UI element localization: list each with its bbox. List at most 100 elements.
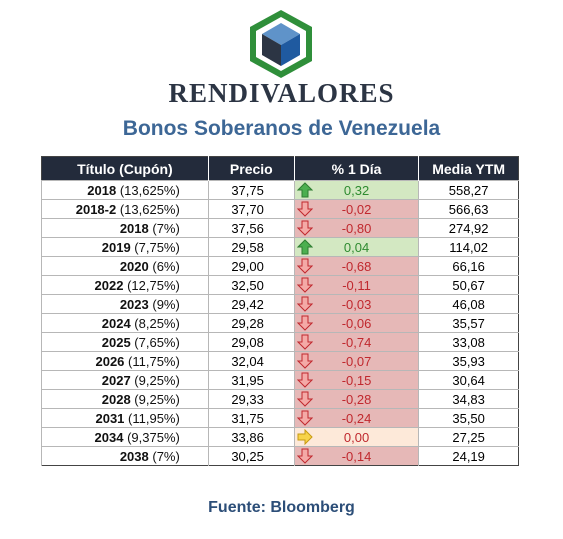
bond-title: 2019 (7,75%) [41, 237, 209, 257]
bond-change: 0,32 [343, 182, 370, 198]
bond-price: 32,50 [231, 277, 264, 293]
bond-title: 2028 (9,25%) [41, 389, 209, 409]
bond-year: 2025 [101, 334, 131, 350]
bond-year: 2034 [94, 429, 124, 445]
bond-year: 2023 [119, 296, 149, 312]
bond-title: 2025 (7,65%) [41, 332, 209, 352]
bond-change-cell: -0,07 [293, 351, 419, 371]
table-row: 2020 (6%) 29,00 -0,68 66,16 [41, 256, 519, 276]
bond-price: 37,70 [231, 201, 264, 217]
bond-ytm: 566,63 [418, 199, 519, 219]
bond-ytm: 66,16 [418, 256, 519, 276]
red-down-arrow-icon [296, 391, 314, 407]
green-up-arrow-icon [296, 239, 314, 255]
bond-title: 2018-2 (13,625%) [41, 199, 209, 219]
red-down-arrow-icon [296, 201, 314, 217]
bond-year: 2018 [87, 182, 117, 198]
bond-change: -0,14 [341, 448, 372, 464]
bond-title: 2034 (9,375%) [41, 427, 209, 447]
bond-change: -0,15 [341, 372, 372, 388]
bond-price: 31,75 [231, 410, 264, 426]
bond-title: 2023 (9%) [41, 294, 209, 314]
bond-year: 2038 [119, 448, 149, 464]
bond-title: 2018 (13,625%) [41, 180, 209, 200]
bond-change-cell: 0,04 [293, 237, 419, 257]
table-row: 2018-2 (13,625%) 37,70 -0,02 566,63 [41, 199, 519, 219]
bond-change: -0,06 [341, 315, 372, 331]
bond-change: -0,68 [341, 258, 372, 274]
bond-change-cell: -0,03 [293, 294, 419, 314]
red-down-arrow-icon [296, 448, 314, 464]
bond-change-cell: -0,06 [293, 313, 419, 333]
bond-coupon: (13,625%) [119, 201, 180, 217]
bond-change-cell: -0,02 [293, 199, 419, 219]
table-row: 2038 (7%) 30,25 -0,14 24,19 [41, 446, 519, 466]
bond-coupon: (7,65%) [134, 334, 180, 350]
bond-coupon: (12,75%) [127, 277, 180, 293]
bond-coupon: (11,95%) [128, 410, 180, 426]
bond-change-cell: -0,68 [293, 256, 419, 276]
table-row: 2027 (9,25%) 31,95 -0,15 30,64 [41, 370, 519, 390]
bond-change: -0,11 [342, 277, 371, 293]
bond-price: 31,95 [231, 372, 264, 388]
bond-price-cell: 37,75 [207, 180, 295, 200]
bond-ytm: 114,02 [418, 237, 519, 257]
bond-change: 0,00 [343, 429, 370, 445]
bond-price: 33,86 [231, 429, 264, 445]
bond-year: 2031 [95, 410, 125, 426]
bond-price-cell: 31,75 [207, 408, 295, 428]
header-ytm: Media YTM [418, 156, 519, 181]
bond-coupon: (9,25%) [134, 391, 180, 407]
bond-price-cell: 31,95 [207, 370, 295, 390]
bond-change-cell: -0,74 [293, 332, 419, 352]
bond-coupon: (9,25%) [134, 372, 180, 388]
bond-title: 2038 (7%) [41, 446, 209, 466]
bond-coupon: (6%) [152, 258, 180, 274]
bond-coupon: (8,25%) [134, 315, 180, 331]
table-row: 2019 (7,75%) 29,58 0,04 114,02 [41, 237, 519, 257]
bond-year: 2020 [119, 258, 149, 274]
bond-change: -0,03 [341, 296, 372, 312]
bond-ytm: 50,67 [418, 275, 519, 295]
bond-coupon: (13,625%) [119, 182, 180, 198]
bond-year: 2027 [101, 372, 131, 388]
bond-year: 2028 [101, 391, 131, 407]
rendivalores-logo-icon [250, 10, 312, 78]
bond-price-cell: 33,86 [207, 427, 295, 447]
bond-price: 29,28 [231, 315, 264, 331]
bond-year: 2024 [101, 315, 131, 331]
table-header-row: Título (Cupón) Precio % 1 Día Media YTM [41, 156, 519, 181]
bond-price-cell: 32,04 [207, 351, 295, 371]
red-down-arrow-icon [296, 296, 314, 312]
bond-price: 29,08 [231, 334, 264, 350]
table-row: 2026 (11,75%) 32,04 -0,07 35,93 [41, 351, 519, 371]
bond-ytm: 24,19 [418, 446, 519, 466]
yellow-right-arrow-icon [297, 428, 313, 446]
header-title: Título (Cupón) [41, 156, 209, 181]
bond-change-cell: -0,15 [293, 370, 419, 390]
table-row: 2031 (11,95%) 31,75 -0,24 35,50 [41, 408, 519, 428]
brand-name: RENDIVALORES [168, 78, 395, 108]
bond-title: 2026 (11,75%) [41, 351, 209, 371]
bond-ytm: 30,64 [418, 370, 519, 390]
bond-change: -0,24 [341, 410, 372, 426]
green-up-arrow-icon [296, 182, 314, 198]
bond-ytm: 35,57 [418, 313, 519, 333]
bond-ytm: 35,50 [418, 408, 519, 428]
red-down-arrow-icon [296, 277, 314, 293]
red-down-arrow-icon [296, 315, 314, 331]
bond-change-cell: -0,24 [293, 408, 419, 428]
bond-title: 2027 (9,25%) [41, 370, 209, 390]
bond-change-cell: 0,00 [293, 427, 419, 447]
bond-price-cell: 29,58 [207, 237, 295, 257]
bond-change-cell: -0,11 [293, 275, 419, 295]
page-title: Bonos Soberanos de Venezuela [122, 117, 441, 140]
red-down-arrow-icon [296, 353, 314, 369]
table-row: 2023 (9%) 29,42 -0,03 46,08 [41, 294, 519, 314]
bond-ytm: 33,08 [418, 332, 519, 352]
table-row: 2022 (12,75%) 32,50 -0,11 50,67 [41, 275, 519, 295]
table-row: 2018 (13,625%) 37,75 0,32 558,27 [41, 180, 519, 200]
bond-price: 37,75 [231, 182, 264, 198]
bond-price: 29,42 [231, 296, 264, 312]
bond-price: 29,00 [231, 258, 264, 274]
